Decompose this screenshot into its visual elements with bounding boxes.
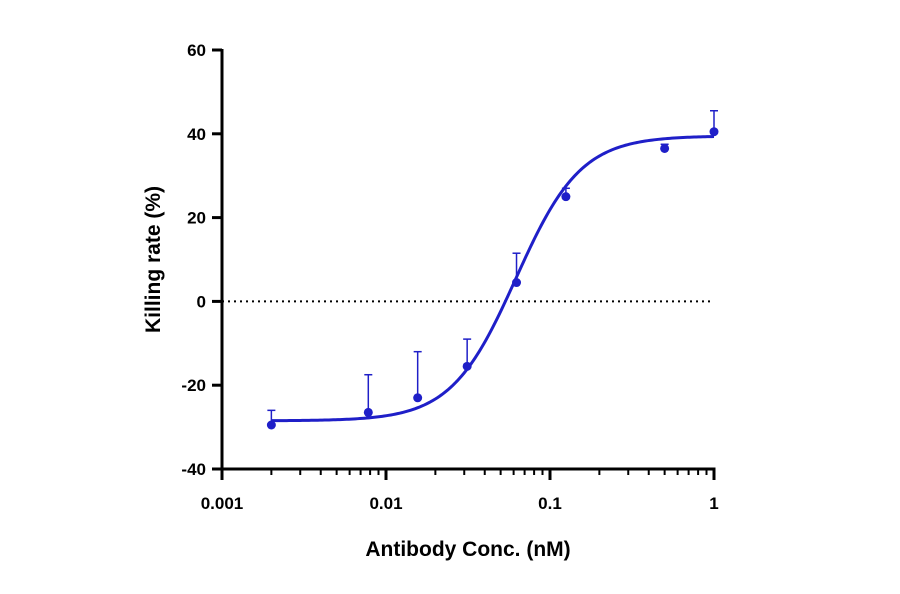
data-points [266,127,719,430]
x-tick-label: 0.1 [538,494,562,513]
y-tick-label: 40 [187,125,206,144]
data-point [512,278,522,288]
data-point [363,407,373,417]
y-tick-label: 60 [187,41,206,60]
data-point [266,420,276,430]
y-tick-label: 0 [197,292,206,311]
y-axis-title: Killing rate (%) [142,186,165,333]
x-tick-label: 0.001 [201,494,244,513]
data-point [561,192,571,202]
fit-curve [271,135,715,423]
data-point [709,127,719,137]
x-tick-label: 0.01 [369,494,402,513]
y-tick-label: 20 [187,209,206,228]
data-point [462,361,472,371]
y-tick-label: -20 [181,376,206,395]
error-bars [267,110,718,426]
x-tick-label: 1 [709,494,718,513]
x-axis-title: Antibody Conc. (nM) [365,538,570,561]
data-point [413,393,423,403]
ticks: -40 -20 0 20 40 60 0.001 0.01 0.1 1 [181,41,718,513]
axes [220,49,716,471]
y-tick-label: -40 [181,460,206,479]
data-point [660,143,670,153]
